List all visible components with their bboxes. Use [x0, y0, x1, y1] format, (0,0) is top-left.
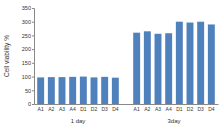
y-tick: 200 — [22, 46, 34, 52]
x-tick-label: A4 — [70, 106, 76, 112]
plot-area: 050100150200250300350A1A2A3A4D1D2D3D4A1A… — [22, 5, 219, 124]
bar — [37, 77, 44, 104]
y-tick-label: 0 — [28, 101, 31, 107]
bar — [69, 77, 76, 104]
bar — [133, 33, 140, 104]
x-tick: A4 — [166, 104, 172, 112]
y-tick-mark — [32, 63, 34, 64]
x-tick: D3 — [197, 104, 204, 112]
y-tick: 0 — [28, 101, 34, 107]
x-tick: D2 — [187, 104, 194, 112]
x-tick: A2 — [144, 104, 150, 112]
x-axis: A1A2A3A4D1D2D3D4A1A2A3A4D1D2D3D4 — [35, 104, 219, 112]
bar — [197, 22, 204, 104]
x-tick: A3 — [59, 104, 65, 112]
bar — [48, 77, 55, 104]
x-tick-label: D4 — [112, 106, 119, 112]
bar — [165, 33, 172, 104]
y-axis-line — [32, 9, 35, 105]
bar — [208, 24, 215, 104]
x-tick-label: A2 — [48, 106, 54, 112]
bar — [176, 22, 183, 104]
x-tick-label: D1 — [80, 106, 87, 112]
x-tick: A3 — [155, 104, 161, 112]
y-tick-mark — [32, 35, 34, 36]
x-tick-label: A2 — [144, 106, 150, 112]
y-tick-mark — [32, 8, 34, 9]
x-tick-label: A1 — [38, 106, 44, 112]
y-tick: 350 — [22, 5, 34, 11]
y-tick-label: 350 — [22, 5, 31, 11]
x-tick: D3 — [101, 104, 108, 112]
bar — [80, 77, 87, 104]
x-tick-label: D1 — [176, 106, 183, 112]
y-tick: 100 — [22, 74, 34, 80]
x-tick: D1 — [80, 104, 87, 112]
y-tick-mark — [32, 22, 34, 23]
x-tick: A1 — [134, 104, 140, 112]
x-tick: D1 — [176, 104, 183, 112]
y-tick: 50 — [25, 88, 34, 94]
y-tick-label: 300 — [22, 19, 31, 25]
x-tick-label: D3 — [101, 106, 108, 112]
y-tick-label: 200 — [22, 46, 31, 52]
bars — [37, 22, 215, 104]
bar — [187, 23, 194, 104]
y-tick-mark — [32, 104, 34, 105]
bar — [155, 34, 162, 104]
bar — [144, 31, 151, 104]
x-tick: D4 — [208, 104, 215, 112]
y-axis-title: Cell viability % — [3, 35, 11, 77]
x-tick: D2 — [91, 104, 98, 112]
y-tick-label: 250 — [22, 33, 31, 39]
x-tick-label: D4 — [208, 106, 215, 112]
y-tick-mark — [32, 49, 34, 50]
y-tick: 300 — [22, 19, 34, 25]
y-tick: 150 — [22, 60, 34, 66]
x-tick-label: D2 — [91, 106, 98, 112]
x-tick: A4 — [70, 104, 76, 112]
x-tick-label: A1 — [134, 106, 140, 112]
y-tick-label: 150 — [22, 60, 31, 66]
x-tick-label: A4 — [166, 106, 172, 112]
bar — [101, 77, 108, 104]
chart: 050100150200250300350A1A2A3A4D1D2D3D4A1A… — [0, 0, 221, 136]
x-tick: D4 — [112, 104, 119, 112]
y-axis: 0 50 100 150 200 250 300 350 — [22, 5, 35, 107]
bar — [59, 77, 66, 104]
bar — [91, 77, 98, 104]
x-tick-label: A3 — [59, 106, 65, 112]
x-tick-label: A3 — [155, 106, 161, 112]
y-tick-mark — [32, 77, 34, 78]
group-label: 3day — [167, 118, 180, 124]
bar — [112, 78, 119, 104]
y-tick: 250 — [22, 33, 34, 39]
group-label: 1 day — [71, 118, 86, 124]
y-tick-label: 100 — [22, 74, 31, 80]
x-tick-label: D2 — [187, 106, 194, 112]
y-tick-label: 50 — [25, 88, 31, 94]
x-tick-label: D3 — [197, 106, 204, 112]
y-tick-mark — [32, 90, 34, 91]
x-tick: A1 — [38, 104, 44, 112]
x-tick: A2 — [48, 104, 54, 112]
